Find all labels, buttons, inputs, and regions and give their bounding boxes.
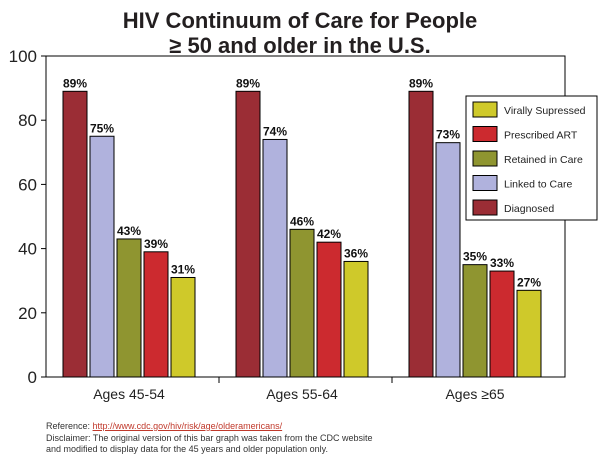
data-label-1-4: 39% (144, 237, 168, 251)
data-label-1-2: 75% (90, 121, 114, 135)
legend-swatch-retained-in-care (472, 150, 498, 167)
bar-3-virally-supressed (516, 289, 542, 378)
data-label-2-1: 89% (236, 76, 260, 90)
data-label-3-1: 89% (409, 76, 433, 90)
legend-label-diagnosed: Diagnosed (504, 203, 554, 215)
data-label-3-2: 73% (436, 128, 460, 142)
bar-1-retained-in-care (116, 238, 142, 378)
bar-2-prescribed-art (316, 241, 342, 378)
footer-disclaimer-line-2: and modified to display data for the 45 … (46, 444, 329, 454)
y-tick-label-100: 100 (9, 47, 37, 66)
x-tick-label-3: Ages ≥65 (445, 386, 504, 402)
data-label-2-2: 74% (263, 124, 287, 138)
data-label-2-5: 36% (344, 246, 368, 260)
reference-link[interactable]: http://www.cdc.gov/hiv/risk/age/olderame… (92, 421, 283, 431)
bar-2-retained-in-care (289, 228, 315, 378)
bar-3-retained-in-care (462, 264, 488, 378)
data-label-3-3: 35% (463, 250, 487, 264)
legend-label-prescribed-art: Prescribed ART (504, 130, 578, 142)
bar-1-linked-to-care (89, 135, 115, 378)
footer-reference: Reference: http://www.cdc.gov/hiv/risk/a… (46, 421, 282, 432)
y-tick-label-60: 60 (18, 175, 37, 194)
legend-label-virally-supressed: Virally Supressed (504, 105, 586, 117)
data-label-1-5: 31% (171, 262, 195, 276)
bar-3-prescribed-art (489, 270, 515, 378)
data-label-2-3: 46% (290, 214, 314, 228)
bar-3-linked-to-care (435, 142, 461, 378)
data-label-3-5: 27% (517, 275, 541, 289)
x-tick-label-2: Ages 55-64 (266, 386, 338, 402)
bar-2-linked-to-care (262, 138, 288, 378)
chart-title-line-2: ≥ 50 and older in the U.S. (169, 33, 431, 58)
legend-swatch-diagnosed (472, 199, 498, 216)
y-tick-label-20: 20 (18, 304, 37, 323)
reference-label: Reference: (46, 421, 91, 431)
data-label-1-3: 43% (117, 224, 141, 238)
data-label-3-4: 33% (490, 256, 514, 270)
chart-title-line-1: HIV Continuum of Care for People (122, 8, 478, 33)
legend-label-retained-in-care: Retained in Care (504, 154, 583, 166)
legend-swatch-virally-supressed (472, 101, 498, 118)
bar-1-prescribed-art (143, 251, 169, 378)
bar-3-diagnosed (408, 90, 434, 378)
y-tick-label-40: 40 (18, 240, 37, 259)
footer-disclaimer-line-1: Disclaimer: The original version of this… (46, 433, 373, 443)
legend-swatch-prescribed-art (472, 126, 498, 142)
bar-2-virally-supressed (343, 260, 369, 378)
legend-label-linked-to-care: Linked to Care (504, 179, 572, 191)
y-tick-label-80: 80 (18, 111, 37, 130)
bar-1-virally-supressed (170, 276, 196, 378)
data-label-1-1: 89% (63, 76, 87, 90)
x-tick-label-1: Ages 45-54 (93, 386, 165, 402)
legend-swatch-linked-to-care (472, 175, 498, 191)
bar-1-diagnosed (62, 90, 88, 378)
data-label-2-4: 42% (317, 227, 341, 241)
y-tick-label-0: 0 (28, 368, 37, 387)
bar-2-diagnosed (235, 90, 261, 378)
